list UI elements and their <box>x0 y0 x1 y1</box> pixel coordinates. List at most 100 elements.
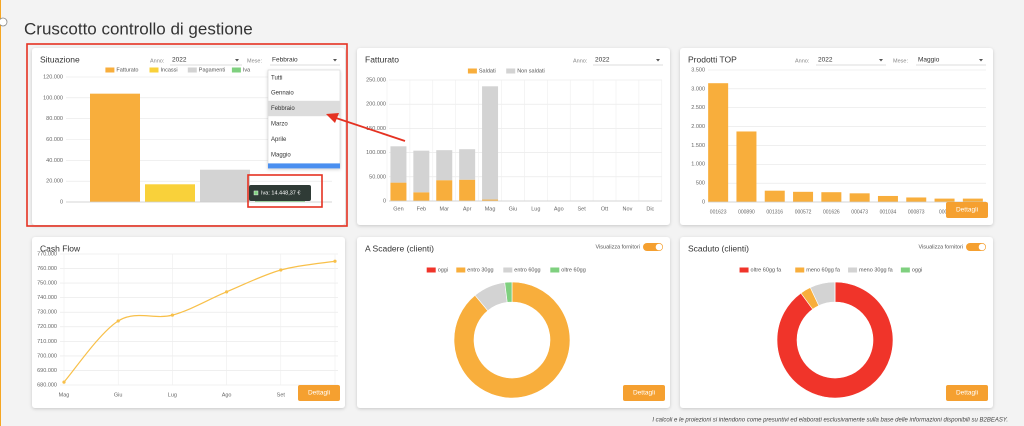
y-tick-label: 1.500 <box>691 143 705 149</box>
dropdown-option[interactable]: Aprile <box>271 137 287 143</box>
x-tick-label: Giu <box>114 392 123 398</box>
x-tick-label: Ott <box>601 206 609 212</box>
card-bg <box>357 48 670 225</box>
details-button[interactable] <box>623 385 665 401</box>
x-tick-label: Mag <box>485 206 496 212</box>
dropdown-option[interactable]: Maggio <box>271 152 291 158</box>
filter-label: Anno: <box>795 58 810 64</box>
legend-label: entro 30gg <box>467 267 493 273</box>
details-button-label: Dettagli <box>956 390 978 397</box>
filter-value[interactable]: Maggio <box>918 57 940 64</box>
dropdown <box>267 69 341 169</box>
y-tick-label: 40.000 <box>46 158 63 164</box>
filter-value[interactable]: 2022 <box>595 57 610 64</box>
toggle-knob <box>655 243 663 251</box>
filter-label: Mese: <box>247 58 262 64</box>
legend-label: oltre 60gg fa <box>751 267 783 273</box>
tooltip <box>249 184 311 201</box>
filter-value[interactable]: 2022 <box>172 57 187 64</box>
legend-swatch <box>456 267 466 273</box>
card: Scaduto (clienti) oltre 60gg fa meno 60gg … <box>680 237 993 408</box>
details-button[interactable] <box>946 385 988 401</box>
bar <box>764 190 785 202</box>
card: Situazione 0 20.000 40.000 60.000 80.000 100.0… <box>32 48 345 225</box>
dropdown-option[interactable]: Gennaio <box>271 91 294 97</box>
y-tick-label: 710.000 <box>37 339 57 345</box>
filter-value[interactable]: 2022 <box>818 57 833 64</box>
y-tick-label: 740.000 <box>37 295 57 301</box>
bar-segment <box>436 180 453 201</box>
toggle-knob <box>978 243 986 251</box>
details-button[interactable] <box>298 385 340 401</box>
x-tick-label: 0003 <box>939 209 950 215</box>
bar-segment <box>413 192 430 201</box>
y-tick-label: 730.000 <box>37 310 57 316</box>
y-tick-label: 690.000 <box>37 368 57 374</box>
bar <box>736 131 757 202</box>
bar-segment <box>482 199 499 201</box>
x-tick-label: Ago <box>554 206 564 212</box>
card: Cash Flow 680.000 690.000 700.000 710.000 720… <box>32 237 345 408</box>
x-tick-label: 000890 <box>738 209 755 215</box>
point <box>279 268 283 272</box>
bar-segment <box>482 86 499 200</box>
legend-swatch <box>506 68 516 74</box>
x-tick-label: 001316 <box>766 209 783 215</box>
legend-swatch <box>739 267 749 273</box>
y-tick-label: 3.500 <box>691 67 705 73</box>
highlight-box <box>247 174 323 208</box>
point <box>225 290 229 294</box>
highlight-box <box>26 43 348 227</box>
bar <box>934 198 955 202</box>
dropdown-option[interactable]: Tutti <box>271 75 282 81</box>
x-tick-label: Mar <box>440 206 450 212</box>
bar-segment <box>390 146 407 183</box>
side-toggle[interactable] <box>0 17 8 27</box>
legend-swatch <box>900 267 910 273</box>
filter-caret <box>979 59 983 62</box>
card: A Scadere (clienti) oggi entro 30gg entro 6… <box>357 237 670 408</box>
card: Fatturato 0 50.000 100.000 150.000 200.000 250… <box>357 48 670 225</box>
y-tick-label: 80.000 <box>46 116 63 122</box>
y-tick-label: 20.000 <box>46 179 63 185</box>
y-tick-label: 720.000 <box>37 324 57 330</box>
legend-label: oggi <box>912 267 922 273</box>
y-tick-label: 100.000 <box>43 95 63 101</box>
filter-value[interactable]: Febbraio <box>272 57 298 64</box>
dropdown-option[interactable]: Marzo <box>271 121 288 127</box>
bar <box>145 184 195 202</box>
y-tick-label: 750.000 <box>37 281 57 287</box>
x-tick-label: Lug <box>168 392 177 398</box>
y-tick-label: 60.000 <box>46 137 63 143</box>
y-tick-label: 2.500 <box>691 105 705 111</box>
x-tick-label: 001626 <box>823 209 840 215</box>
dropdown-scroll <box>268 163 340 169</box>
details-button[interactable] <box>946 202 988 218</box>
tooltip-label: Iva: 14.448,37 € <box>261 190 300 196</box>
point <box>333 259 337 263</box>
point <box>116 319 120 323</box>
legend-label: entro 60gg <box>514 267 540 273</box>
bar <box>849 193 870 202</box>
x-tick-label: Nov <box>623 206 633 212</box>
y-tick-label: 50.000 <box>369 174 386 180</box>
bar <box>821 192 842 202</box>
dropdown-option[interactable]: Febbraio <box>271 106 295 112</box>
x-tick-label: Set <box>277 392 286 398</box>
bar <box>906 197 927 202</box>
toggle-label: Visualizza fornitori <box>595 244 640 250</box>
details-button-label: Dettagli <box>308 390 330 397</box>
dropdown-selected <box>268 100 340 117</box>
tooltip-swatch <box>253 190 259 196</box>
x-tick-label: Gen <box>393 206 403 212</box>
details-button-label: Dettagli <box>956 207 978 214</box>
y-tick-label: 1.000 <box>691 162 705 168</box>
legend-label: meno 30gg fa <box>859 267 894 273</box>
x-tick-label: Dic <box>646 206 654 212</box>
bar-segment <box>413 150 430 193</box>
card-title: Scaduto (clienti) <box>688 243 749 253</box>
card-bg <box>680 237 993 408</box>
legend-label: Pagamenti <box>199 67 225 73</box>
x-tick-label: Mag <box>59 392 70 398</box>
